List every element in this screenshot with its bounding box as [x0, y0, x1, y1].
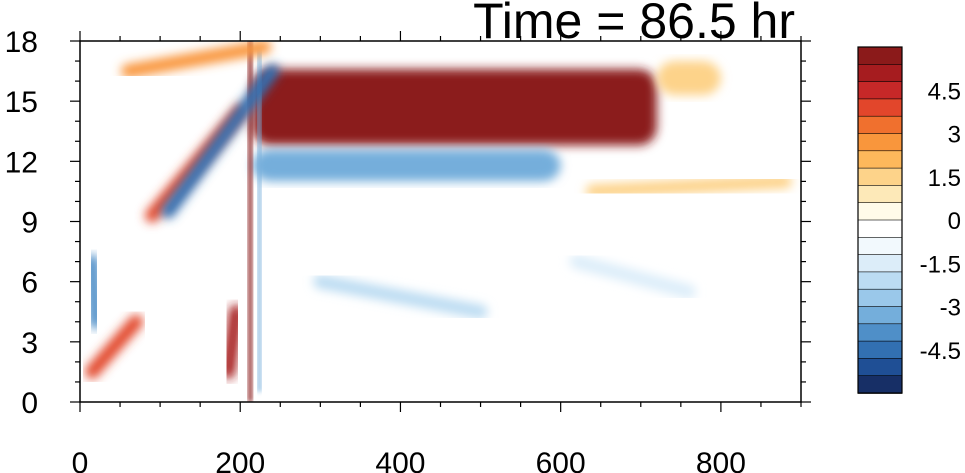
colorbar-label: -3 — [940, 295, 961, 322]
y-tick-label: 0 — [21, 387, 38, 420]
field-feature-warm-lower-left — [85, 314, 144, 379]
colorbar-frame — [857, 46, 903, 394]
colorbar-swatch — [857, 340, 903, 360]
field-feature-vertical-front — [248, 41, 253, 402]
colorbar-swatch — [857, 202, 903, 221]
y-tick-label: 6 — [21, 267, 38, 300]
chart-title: Time = 86.5 hr — [473, 0, 795, 49]
colorbar-swatch — [857, 219, 903, 239]
y-tick-label: 12 — [5, 146, 38, 179]
field-feature-cold-band-below — [252, 149, 561, 182]
colorbar-label: -4.5 — [920, 338, 961, 365]
colorbar-label: 3 — [948, 122, 961, 149]
field-feature-warm-near-190 — [221, 304, 244, 379]
colorbar-swatch — [857, 358, 903, 377]
colorbar-swatch — [857, 64, 903, 83]
colorbar-swatch — [857, 237, 903, 256]
field-feature-right-cold-patch — [569, 254, 696, 299]
x-tick-label: 800 — [696, 447, 746, 473]
colorbar-swatch — [857, 375, 903, 394]
colorbar-swatch — [857, 306, 903, 325]
x-tick-label: 0 — [72, 447, 89, 473]
colorbar-swatch — [857, 150, 903, 169]
colorbar-swatch — [857, 323, 903, 342]
field-feature-cold-left-column — [85, 254, 104, 329]
y-tick-label: 15 — [5, 86, 38, 119]
y-tick-label: 9 — [21, 207, 38, 240]
x-tick-label: 400 — [375, 447, 425, 473]
colorbar-swatch — [857, 115, 903, 135]
y-axis: 0 3 6 9 12 15 18 — [5, 26, 811, 420]
colorbar-swatch — [857, 133, 903, 152]
x-axis: 0 200 400 600 800 — [72, 31, 802, 473]
colorbar-swatch — [857, 98, 903, 118]
y-tick-label: 3 — [21, 327, 38, 360]
colorbar: 4.5 3 1.5 0 -1.5 -3 -4.5 — [857, 46, 961, 394]
field-feature-right-warm-patch — [585, 174, 792, 199]
field-feature-diagonal-cold-streak — [161, 64, 280, 219]
field-feature-warm-band — [252, 69, 657, 146]
field-feature-mid-cold-patch — [313, 274, 488, 319]
colorbar-swatch — [857, 167, 903, 187]
field-feature-vertical-front-shadow — [257, 51, 262, 392]
colorbar-swatch — [857, 254, 903, 273]
field-feature-warm-band-fringe — [656, 61, 721, 96]
x-tick-label: 600 — [536, 447, 586, 473]
colorbar-label: 0 — [948, 208, 961, 235]
colorbar-label: 4.5 — [928, 78, 961, 105]
heatmap-field — [85, 41, 792, 402]
colorbar-swatch — [857, 81, 903, 100]
colorbar-label: 1.5 — [928, 165, 961, 192]
field-feature-warm-top-strip — [121, 41, 272, 79]
colorbar-swatch — [857, 271, 903, 290]
y-tick-label: 18 — [5, 26, 38, 59]
colorbar-label: -1.5 — [920, 251, 961, 278]
colorbar-swatch — [857, 185, 903, 204]
colorbar-swatch — [857, 288, 903, 308]
colorbar-swatch — [857, 46, 903, 66]
x-tick-label: 200 — [215, 447, 265, 473]
